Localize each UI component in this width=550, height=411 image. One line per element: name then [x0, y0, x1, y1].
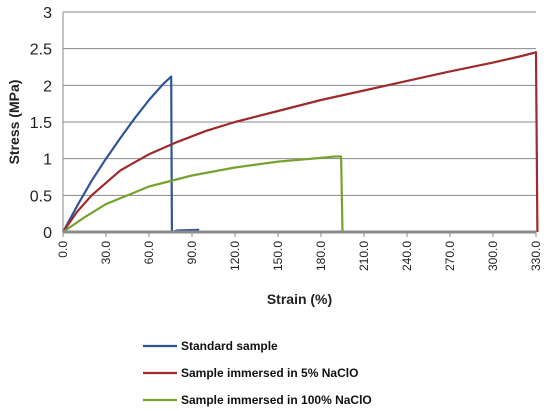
legend-label: Sample immersed in 5% NaClO [181, 366, 358, 380]
x-tick-label: 120.0 [228, 241, 242, 271]
series-line-1 [62, 51, 539, 233]
legend-label: Sample immersed in 100% NaClO [181, 393, 372, 407]
x-tick-label: 240.0 [400, 241, 414, 271]
axes [62, 12, 536, 234]
y-axis-ticks: 0 0.5 1 1.5 2 2.5 3 [30, 5, 52, 242]
x-axis-ticks: 0.0 30.0 60.0 90.0 120.0 150.0 180.0 210.0 240.0… [56, 232, 543, 271]
y-tick-label: 3 [43, 5, 52, 22]
x-tick-label: 90.0 [185, 241, 199, 265]
x-tick-label: 300.0 [486, 241, 500, 271]
x-tick-label: 30.0 [99, 241, 113, 265]
y-tick-label: 0 [43, 225, 52, 242]
data-series [62, 51, 539, 234]
y-tick-label: 2.5 [30, 42, 52, 59]
y-tick-label: 0.5 [30, 188, 52, 205]
y-tick-label: 1 [43, 152, 52, 169]
legend-label: Standard sample [181, 339, 278, 353]
y-tick-label: 1.5 [30, 115, 52, 132]
series-line-2 [62, 155, 357, 234]
x-tick-label: 60.0 [142, 241, 156, 265]
x-tick-label: 330.0 [529, 241, 543, 271]
series-line-0 [62, 75, 200, 234]
y-tick-label: 2 [43, 78, 52, 95]
x-tick-label: 150.0 [271, 241, 285, 271]
gridlines [63, 11, 536, 196]
x-tick-label: 210.0 [357, 241, 371, 271]
legend: Standard sample Sample immersed in 5% NaC… [143, 339, 372, 407]
y-axis-title: Stress (MPa) [6, 80, 22, 165]
x-tick-label: 270.0 [443, 241, 457, 271]
x-axis-title: Strain (%) [267, 291, 332, 307]
x-tick-label: 0.0 [56, 241, 70, 258]
x-tick-label: 180.0 [314, 241, 328, 271]
